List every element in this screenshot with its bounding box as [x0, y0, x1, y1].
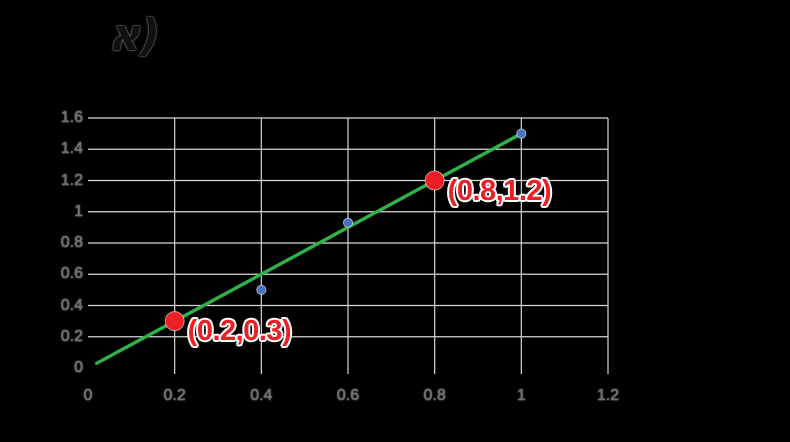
y-tick-label: 0.8	[60, 234, 83, 251]
x-tick-label: 1	[516, 387, 526, 404]
data-point	[256, 284, 267, 295]
y-tick-label: 1	[74, 202, 83, 220]
y-tick-label: 1.2	[60, 171, 83, 189]
point-coordinate-label: (0.2,0.3)	[187, 315, 292, 348]
x-tick-label: 1.2	[596, 387, 620, 404]
y-tick-label: 0.2	[60, 327, 83, 345]
highlighted-data-point	[164, 311, 185, 332]
trendline	[94, 131, 524, 366]
x-tick-label: 0.2	[163, 387, 186, 404]
point-coordinate-label: (0.8,1.2)	[447, 174, 552, 207]
y-tick-label: 1.4	[60, 140, 83, 158]
x-tick-label: 0	[83, 387, 93, 404]
highlighted-data-point	[424, 170, 445, 191]
y-tick-label: 0.6	[60, 265, 83, 283]
y-tick-label: 0.4	[60, 296, 83, 314]
y-tick-label: 1.6	[60, 109, 83, 126]
section-label: א)	[108, 10, 161, 61]
x-tick-label: 0.4	[250, 387, 273, 404]
x-tick-label: 0.8	[423, 387, 446, 404]
data-point	[342, 217, 354, 228]
data-point	[516, 128, 527, 139]
x-tick-label: 0.6	[336, 387, 360, 404]
y-tick-label: 0	[74, 359, 83, 376]
